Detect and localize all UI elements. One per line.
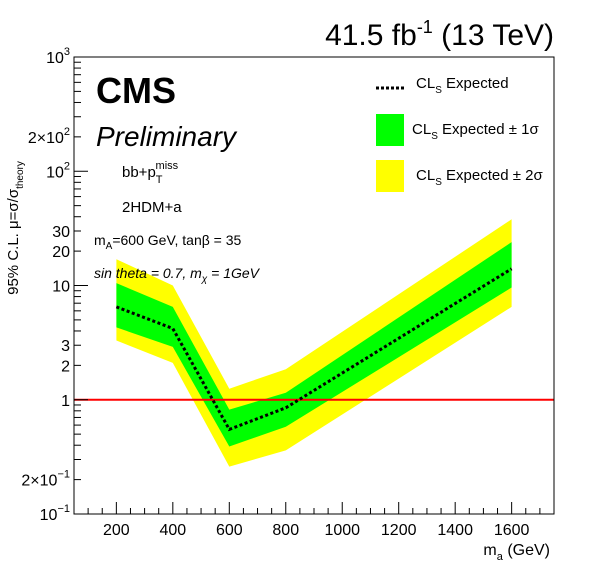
legend-band1-swatch	[376, 114, 404, 146]
legend-band2-swatch	[376, 160, 404, 192]
plot-area	[74, 219, 554, 467]
x-axis-title: ma (GeV)	[483, 542, 550, 563]
y-axis-title: 95% C.L. μ=σ/σtheory	[5, 161, 26, 295]
y-tick-label: 103	[46, 46, 70, 67]
y-tick-label: 3	[61, 338, 70, 355]
x-tick-label: 1600	[494, 522, 530, 539]
x-tick-label: 1400	[437, 522, 473, 539]
x-tick-label: 600	[216, 522, 243, 539]
y-tick-label: 10	[52, 279, 70, 296]
params-sin-label: sin theta = 0.7, mχ = 1GeV	[94, 265, 261, 285]
axis-ticks: 200 400 600 800 1000 1200 1400 1600 10−1 2×10−1 1 2…	[21, 46, 541, 539]
legend-band2-label: CLS Expected ± 2σ	[416, 167, 543, 188]
y-tick-label: 2×102	[28, 126, 70, 147]
band-1sigma	[116, 242, 512, 447]
preliminary-label: Preliminary	[96, 121, 238, 152]
x-tick-label: 400	[159, 522, 186, 539]
x-tick-label: 1000	[324, 522, 360, 539]
y-tick-label: 1	[61, 393, 70, 410]
y-tick-label: 102	[46, 160, 70, 181]
model-label: 2HDM+a	[122, 199, 182, 216]
y-tick-label: 2	[61, 358, 70, 375]
channel-label: bb+pTmiss	[122, 160, 179, 186]
params-ma-label: mA=600 GeV, tanβ = 35	[94, 232, 242, 252]
x-tick-label: 800	[272, 522, 299, 539]
legend-expected-label: CLS Expected	[416, 75, 509, 96]
x-tick-label: 1200	[381, 522, 417, 539]
legend-band1-label: CLS Expected ± 1σ	[412, 121, 539, 142]
y-tick-label: 10−1	[40, 503, 70, 524]
y-tick-label: 30	[52, 224, 70, 241]
lumi-label: 41.5 fb-1 (13 TeV)	[325, 17, 554, 52]
cms-label: CMS	[96, 70, 176, 111]
y-tick-label: 2×10−1	[21, 469, 70, 490]
y-tick-label: 20	[52, 244, 70, 261]
x-tick-label: 200	[103, 522, 130, 539]
